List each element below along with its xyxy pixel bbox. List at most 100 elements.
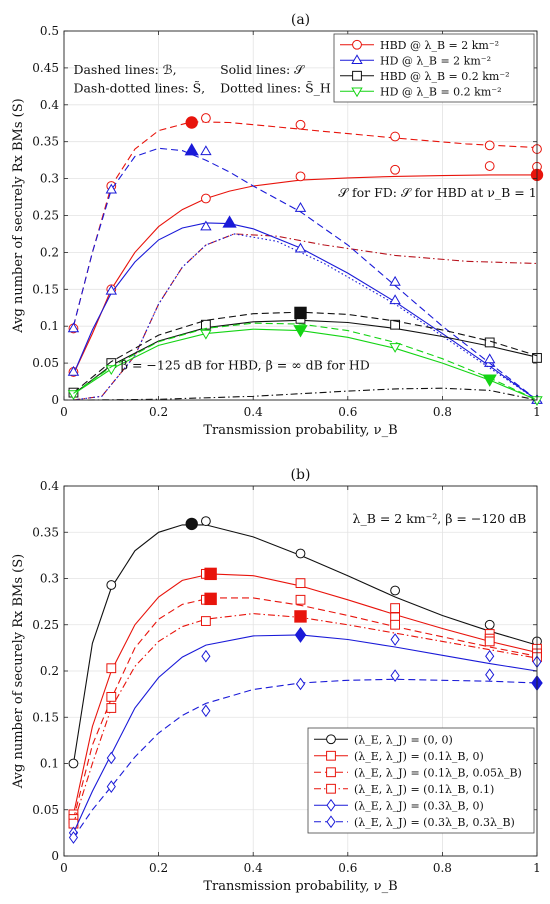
data-point-marker (484, 619, 495, 630)
panel-title: (b) (291, 467, 311, 483)
data-point-marker (390, 131, 401, 142)
legend-label: HD @ λ_B = 0.2 km⁻² (380, 85, 501, 98)
peak-point-marker (222, 215, 237, 228)
data-point-marker (200, 329, 212, 340)
annotation-text: Dash-dotted lines: S̃, (73, 80, 205, 95)
y-tick-label: 0.15 (32, 282, 59, 296)
data-point-marker (106, 703, 117, 713)
panel-title: (a) (291, 12, 310, 28)
ticks: 0 0.2 0.4 0.6 0.8 1 0 0.05 0.1 0.15 0.2 0.25 0.3 0.35… (32, 24, 541, 419)
data-point-marker (295, 677, 306, 691)
series-line-0 (73, 174, 537, 375)
legend-label: HBD @ λ_B = 2 km⁻² (380, 39, 499, 52)
data-point-marker (68, 758, 79, 769)
data-point-marker (389, 343, 401, 353)
x-tick-label: 0 (60, 861, 68, 875)
data-point-marker (294, 202, 307, 212)
data-point-marker (201, 193, 211, 204)
annotation-text: Dotted lines: S̃_H (220, 80, 331, 95)
y-tick-label: 0.25 (32, 618, 59, 632)
y-tick-label: 0.05 (32, 356, 59, 370)
y-tick-label: 0.3 (40, 172, 59, 186)
data-point-marker (390, 633, 400, 646)
data-point-marker (295, 578, 306, 589)
y-tick-label: 0.5 (40, 24, 59, 38)
data-point-marker (390, 164, 401, 175)
data-point-marker (201, 704, 211, 718)
series-line-5 (73, 233, 538, 401)
peak-point-marker (204, 567, 217, 581)
annotation-text: λ_B = 2 km⁻², β = −120 dB (353, 511, 527, 526)
data-point-marker (390, 669, 400, 682)
data-point-marker (106, 580, 117, 590)
data-point-marker (201, 113, 211, 123)
x-axis-label: Transmission probability, ν_B (203, 423, 397, 438)
legend-label: (λ_E, λ_J) = (0.3λ_B, 0) (354, 799, 484, 812)
y-axis-label: Avg number of securely Rx BMs (S) (11, 554, 26, 789)
data-point-marker (106, 692, 117, 702)
peak-point-marker (482, 374, 497, 387)
peak-point-marker (185, 517, 198, 531)
legend-label: (λ_E, λ_J) = (0.1λ_B, 0.1) (354, 783, 494, 796)
x-tick-label: 0.6 (338, 861, 357, 875)
data-point-marker (200, 220, 212, 231)
data-point-marker (390, 603, 401, 614)
y-tick-label: 0.05 (32, 803, 59, 817)
x-axis-label: Transmission probability, ν_B (203, 879, 397, 894)
data-point-marker (106, 780, 116, 793)
series-line-2 (72, 597, 538, 820)
x-tick-label: 0.8 (433, 405, 452, 419)
peak-point-marker (293, 325, 308, 338)
data-point-marker (485, 649, 495, 663)
legend-marker (326, 734, 336, 745)
data-point-marker (295, 594, 306, 605)
data-point-marker (390, 319, 401, 330)
annotation-text: Solid lines: 𝒮 (220, 62, 306, 77)
data-point-marker (201, 319, 211, 330)
data-point-marker (106, 751, 116, 765)
data-point-marker (68, 831, 79, 844)
y-axis-label: Avg number of securely Rx BMs (S) (11, 98, 26, 333)
series-line-5 (73, 678, 538, 838)
data-point-marker (294, 242, 307, 253)
data-point-marker (201, 516, 211, 527)
x-tick-label: 0.6 (338, 405, 357, 419)
data-point-marker (67, 390, 80, 401)
data-point-marker (200, 145, 212, 156)
legend-marker (326, 767, 336, 778)
series-line-10 (73, 322, 538, 401)
annotation-text: Dashed lines: ℬ, (73, 62, 176, 77)
data-point-marker (201, 616, 211, 626)
series-line-4 (72, 634, 538, 834)
peak-point-marker (294, 306, 307, 320)
legend-marker (352, 39, 362, 50)
x-tick-label: 0.4 (244, 861, 263, 875)
data-point-marker (201, 649, 211, 663)
y-tick-label: 0.15 (32, 710, 59, 724)
y-tick-label: 0.35 (32, 525, 59, 539)
data-point-marker (67, 322, 80, 333)
legend-label: (λ_E, λ_J) = (0, 0) (354, 733, 453, 746)
y-tick-label: 0.25 (32, 209, 59, 223)
y-tick-label: 0.1 (40, 319, 59, 333)
data-point-marker (106, 663, 117, 674)
legend-label: (λ_E, λ_J) = (0.1λ_B, 0) (354, 750, 484, 763)
legend-box (307, 727, 535, 834)
y-tick-label: 0 (51, 849, 59, 863)
y-tick-label: 0.2 (40, 245, 59, 259)
series-line-0 (72, 524, 538, 764)
peak-point-marker (184, 143, 199, 156)
peak-point-marker (185, 116, 198, 129)
legend: HBD @ λ_B = 2 km⁻² HD @ λ_B = 2 km⁻² HBD @… (333, 33, 535, 103)
legend: (λ_E, λ_J) = (0, 0) (λ_E, λ_J) = (0.1λ_B,… (307, 727, 535, 834)
series-line-3 (72, 613, 538, 824)
data-point-marker (67, 365, 80, 376)
legend-label: (λ_E, λ_J) = (0.1λ_B, 0.05λ_B) (354, 766, 522, 779)
x-tick-label: 0.2 (149, 405, 168, 419)
data-point-marker (484, 161, 495, 171)
x-tick-label: 0.8 (433, 861, 452, 875)
data-point-marker (485, 668, 495, 682)
legend-label: (λ_E, λ_J) = (0.3λ_B, 0.3λ_B) (354, 816, 515, 829)
data-point-marker (295, 171, 306, 182)
